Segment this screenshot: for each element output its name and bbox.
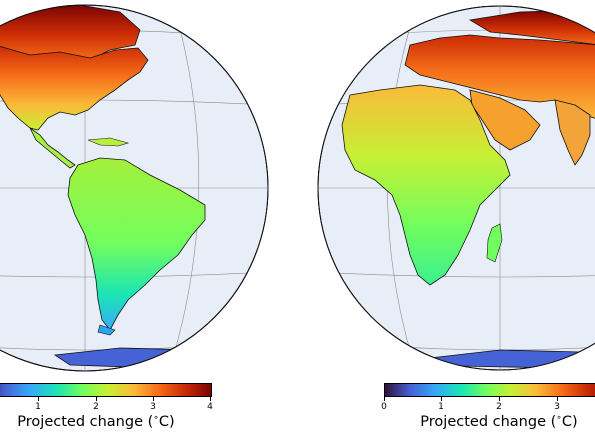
left-tick-mark-3	[153, 397, 154, 401]
right-tick-mark-3	[557, 397, 558, 401]
right-colorbar-label: Projected change (∘C)	[420, 413, 578, 430]
right-tick-label-1: 1	[438, 402, 444, 412]
right-tick-mark-0	[384, 397, 385, 401]
left-central-america	[29, 127, 76, 169]
left-caribbean	[87, 137, 130, 147]
left-tick-mark-4	[210, 397, 211, 401]
right-tick-label-0: 0	[381, 402, 387, 412]
right-india	[554, 99, 591, 166]
left-globe	[0, 4, 269, 372]
right-colorbar	[384, 383, 595, 397]
right-madagascar	[486, 223, 503, 263]
left-tick-label-4: 4	[207, 402, 213, 412]
right-arabia	[469, 89, 541, 151]
left-tick-label-2: 2	[93, 402, 99, 412]
left-colorbar	[0, 383, 212, 397]
right-tick-mark-1	[441, 397, 442, 401]
left-tick-label-1: 1	[35, 402, 41, 412]
right-africa	[341, 84, 511, 286]
left-tick-mark-1	[38, 397, 39, 401]
left-south-america	[67, 157, 206, 331]
left-north-america	[0, 44, 149, 131]
right-tick-label-3: 3	[554, 402, 560, 412]
right-globe	[317, 5, 595, 371]
right-tick-mark-2	[499, 397, 500, 401]
left-tick-mark-2	[96, 397, 97, 401]
left-tierra-del-fuego	[97, 324, 116, 336]
left-tick-label-3: 3	[150, 402, 156, 412]
left-colorbar-label: Projected change (∘C)	[17, 413, 175, 430]
right-tick-label-2: 2	[496, 402, 502, 412]
